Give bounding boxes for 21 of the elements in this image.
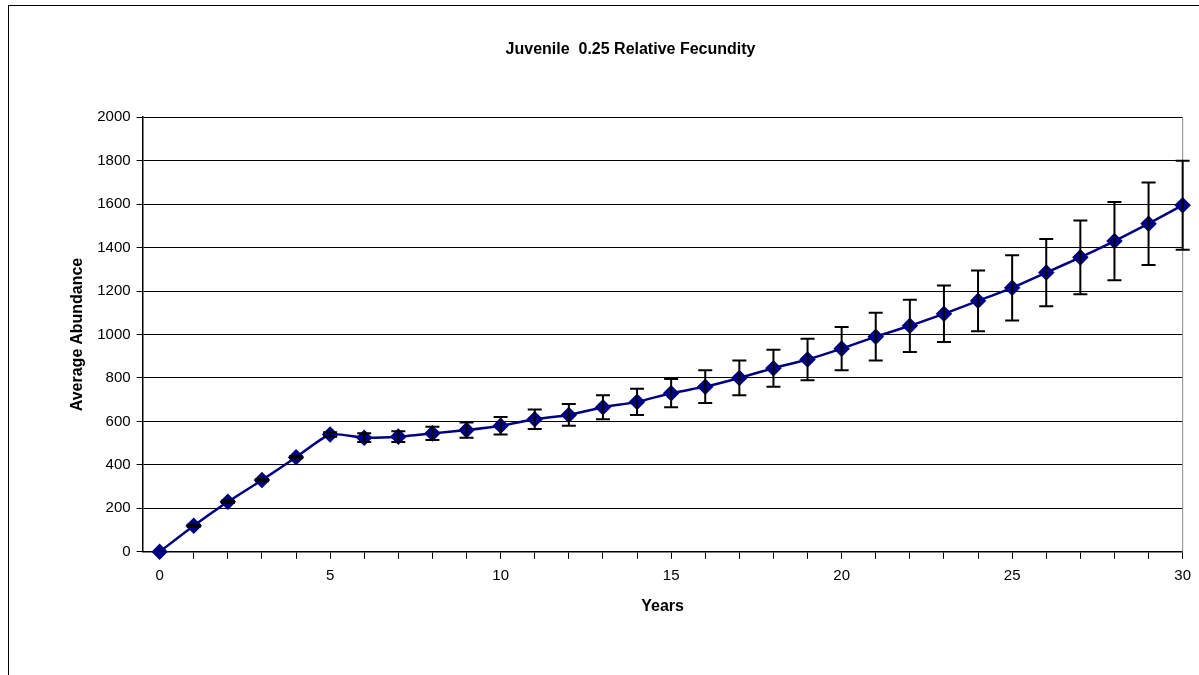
- x-tick-label: 30: [1174, 565, 1191, 583]
- x-axis-title: Years: [641, 596, 685, 614]
- y-tick-label: 2000: [97, 107, 131, 125]
- y-tick-label: 400: [105, 455, 131, 473]
- y-tick-label: 1200: [97, 281, 131, 299]
- chart-title: Juvenile 0.25 Relative Fecundity: [505, 40, 756, 58]
- y-tick-label: 800: [105, 368, 131, 386]
- y-tick-label: 1400: [97, 237, 131, 255]
- y-tick-label: 600: [105, 411, 131, 429]
- x-tick-label: 20: [833, 565, 850, 583]
- y-tick-label: 0: [122, 541, 131, 559]
- x-tick-label: 5: [325, 565, 335, 583]
- x-tick-label: 10: [492, 565, 509, 583]
- y-tick-label: 1800: [97, 150, 131, 168]
- y-axis-title: Average Abundance: [68, 257, 86, 412]
- x-tick-label: 0: [155, 565, 164, 583]
- y-tick-label: 1600: [97, 194, 131, 212]
- y-tick-label: 1000: [97, 324, 131, 342]
- x-tick-label: 25: [1003, 565, 1021, 583]
- x-tick-label: 15: [662, 565, 680, 583]
- y-tick-label: 200: [105, 498, 131, 516]
